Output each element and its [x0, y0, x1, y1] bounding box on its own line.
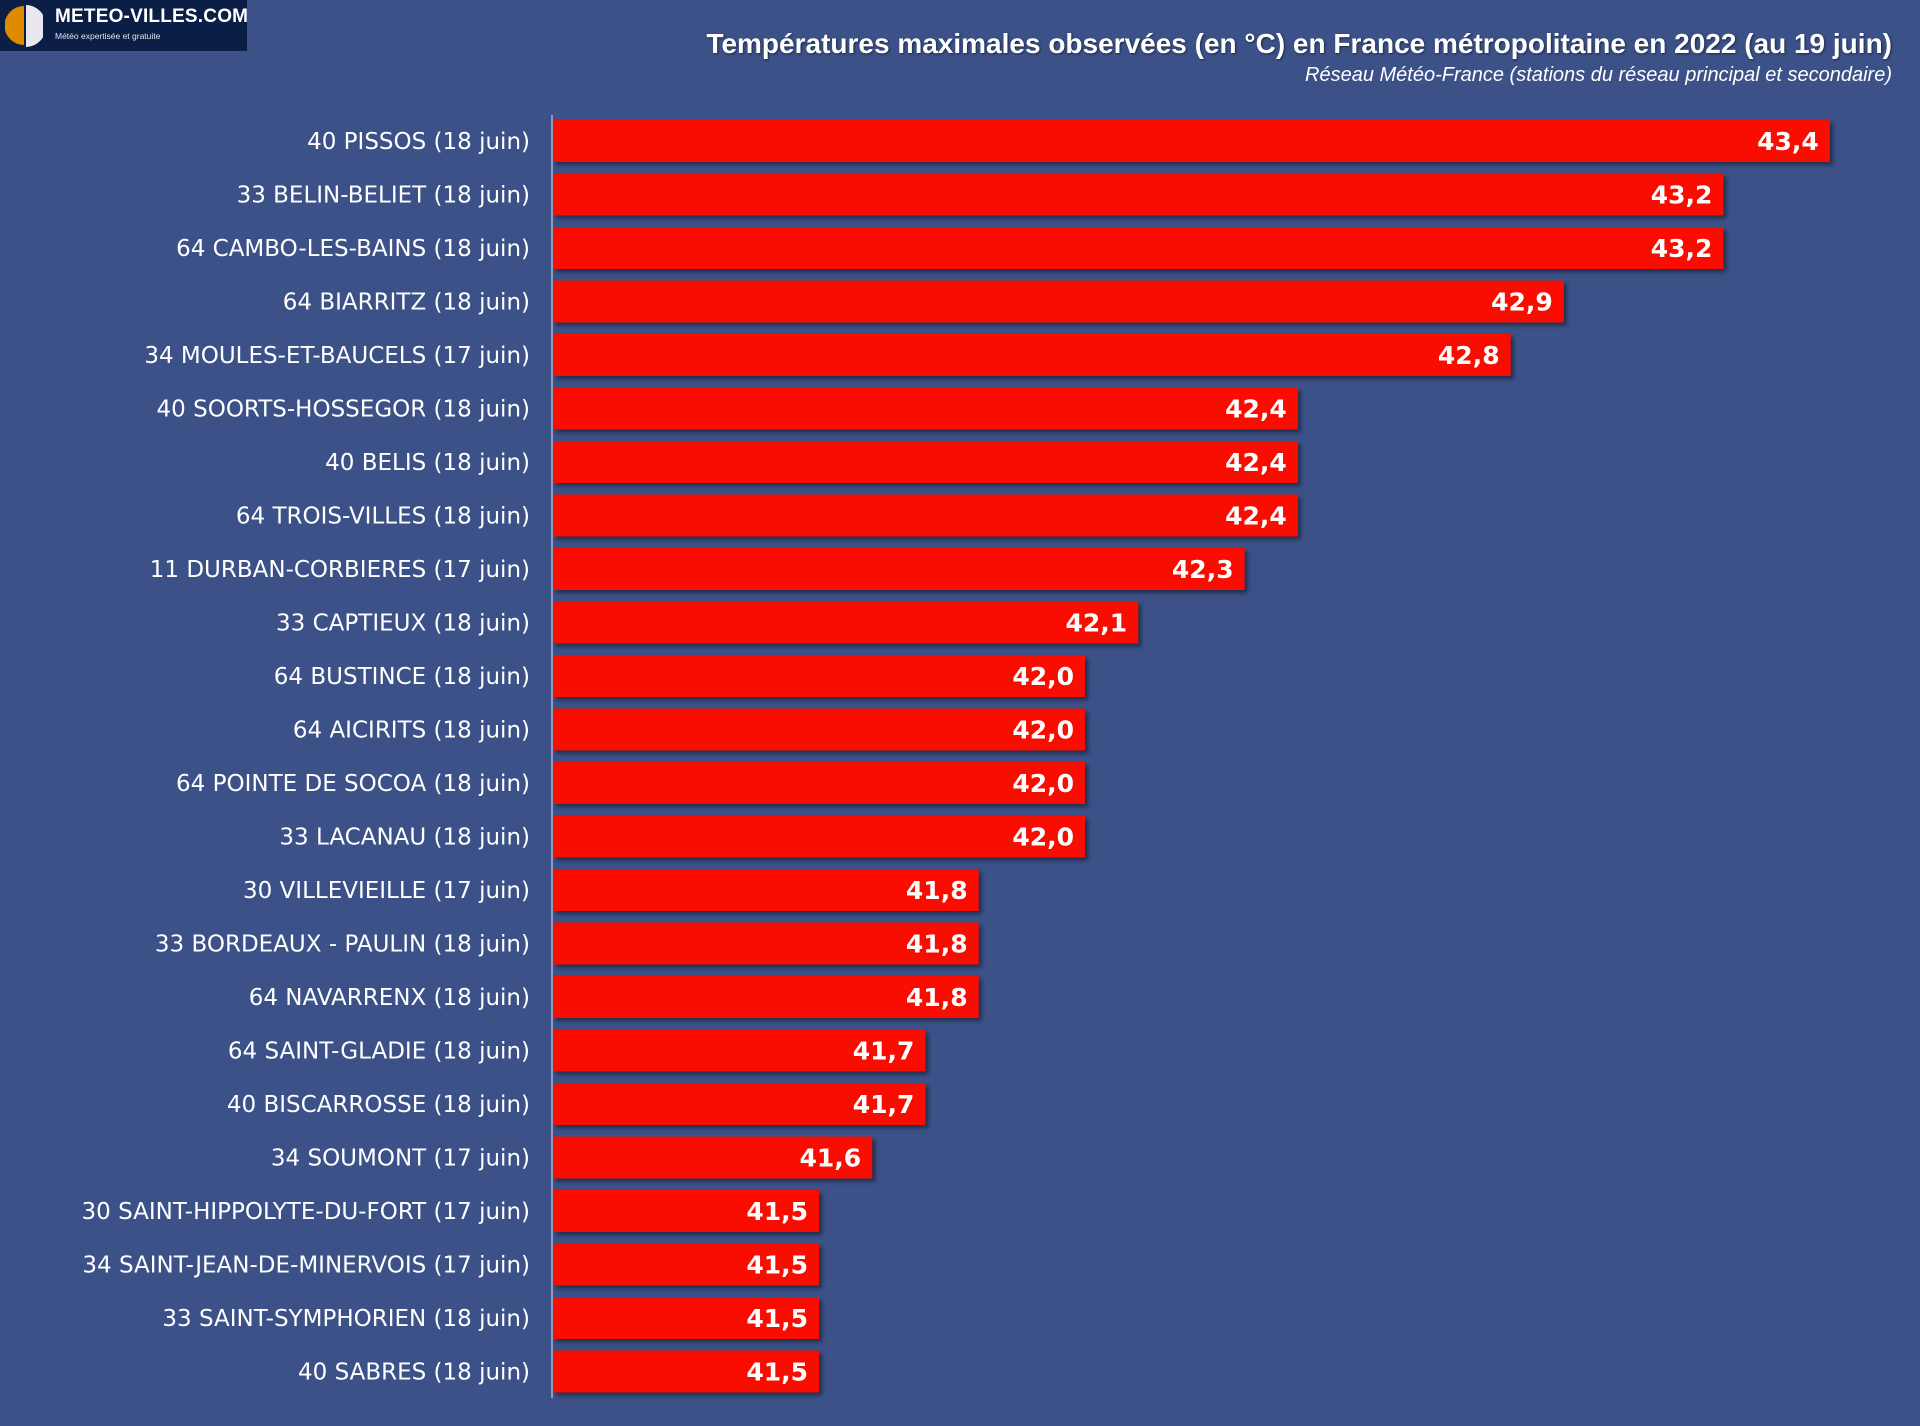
category-label: 64 SAINT-GLADIE (18 juin) [228, 1039, 530, 1065]
bar [553, 1243, 819, 1286]
value-label: 43,2 [1651, 181, 1713, 210]
bar [553, 1350, 819, 1393]
category-label: 64 BUSTINCE (18 juin) [274, 664, 530, 690]
value-label: 41,6 [800, 1144, 862, 1173]
bar [553, 655, 1085, 697]
category-label: 34 SOUMONT (17 juin) [271, 1146, 530, 1172]
value-label: 42,9 [1491, 288, 1553, 317]
category-label: 40 SABRES (18 juin) [298, 1360, 530, 1386]
bar [553, 173, 1724, 216]
value-label: 42,3 [1172, 555, 1234, 584]
category-label: 64 AICIRITS (18 juin) [293, 718, 530, 744]
bar [553, 762, 1085, 804]
value-label: 42,4 [1225, 448, 1287, 477]
bar [553, 601, 1139, 644]
category-label: 64 TROIS-VILLES (18 juin) [236, 504, 530, 530]
category-label: 40 BELIS (18 juin) [325, 450, 530, 476]
value-label: 42,1 [1066, 609, 1128, 638]
category-label: 64 NAVARRENX (18 juin) [249, 985, 530, 1011]
category-label: 64 CAMBO-LES-BAINS (18 juin) [176, 236, 530, 262]
bar [553, 708, 1085, 751]
category-label: 11 DURBAN-CORBIERES (17 juin) [150, 557, 530, 583]
bar [553, 441, 1298, 483]
value-label: 43,4 [1757, 127, 1819, 156]
bar [553, 334, 1511, 376]
bar [553, 922, 979, 965]
category-label: 33 SAINT-SYMPHORIEN (18 juin) [162, 1306, 530, 1332]
bar [553, 1029, 926, 1072]
bar [553, 387, 1298, 430]
value-label: 41,5 [746, 1251, 808, 1280]
bar [553, 120, 1830, 162]
logo: METEO-VILLES.COM Météo expertisée et gra… [0, 0, 249, 51]
value-label: 42,4 [1225, 502, 1287, 531]
value-label: 42,0 [1012, 769, 1074, 798]
category-label: 40 SOORTS-HOSSEGOR (18 juin) [157, 397, 530, 423]
value-label: 41,5 [746, 1304, 808, 1333]
category-label: 40 PISSOS (18 juin) [307, 129, 530, 155]
value-label: 43,2 [1651, 234, 1713, 263]
bar [553, 1136, 873, 1179]
value-label: 42,0 [1012, 662, 1074, 691]
chart-subtitle: Réseau Météo-France (stations du réseau … [1305, 64, 1892, 86]
category-label: 64 POINTE DE SOCOA (18 juin) [176, 771, 530, 797]
category-label: 33 CAPTIEUX (18 juin) [276, 611, 530, 637]
bar [553, 869, 979, 911]
category-label: 34 SAINT-JEAN-DE-MINERVOIS (17 juin) [82, 1253, 530, 1279]
bar [553, 227, 1724, 269]
bar [553, 1083, 926, 1125]
category-label: 64 BIARRITZ (18 juin) [283, 290, 530, 316]
bar [553, 976, 979, 1018]
value-label: 41,8 [906, 983, 968, 1012]
chart-title: Températures maximales observées (en °C)… [706, 28, 1892, 59]
value-label: 41,7 [853, 1037, 915, 1066]
category-label: 33 LACANAU (18 juin) [279, 825, 530, 851]
value-label: 41,5 [746, 1358, 808, 1387]
bar [553, 548, 1245, 590]
category-label: 30 VILLEVIEILLE (17 juin) [243, 878, 530, 904]
value-label: 42,8 [1438, 341, 1500, 370]
value-label: 41,8 [906, 930, 968, 959]
logo-tagline: Météo expertisée et gratuite [55, 31, 161, 41]
value-label: 42,0 [1012, 716, 1074, 745]
value-label: 42,0 [1012, 823, 1074, 852]
category-label: 33 BELIN-BELIET (18 juin) [237, 183, 530, 209]
category-label: 40 BISCARROSSE (18 juin) [227, 1092, 530, 1118]
bar [553, 280, 1564, 323]
value-label: 41,8 [906, 876, 968, 905]
category-label: 34 MOULES-ET-BAUCELS (17 juin) [144, 343, 530, 369]
logo-half-sun-icon [5, 5, 43, 47]
category-label: 33 BORDEAUX - PAULIN (18 juin) [155, 932, 530, 958]
bar [553, 494, 1298, 537]
bar [553, 815, 1085, 858]
category-label: 30 SAINT-HIPPOLYTE-DU-FORT (17 juin) [82, 1199, 530, 1225]
logo-name: METEO-VILLES.COM [55, 6, 249, 27]
value-label: 41,7 [853, 1090, 915, 1119]
value-label: 41,5 [746, 1197, 808, 1226]
bar [553, 1297, 819, 1339]
bar [553, 1190, 819, 1232]
value-label: 42,4 [1225, 395, 1287, 424]
